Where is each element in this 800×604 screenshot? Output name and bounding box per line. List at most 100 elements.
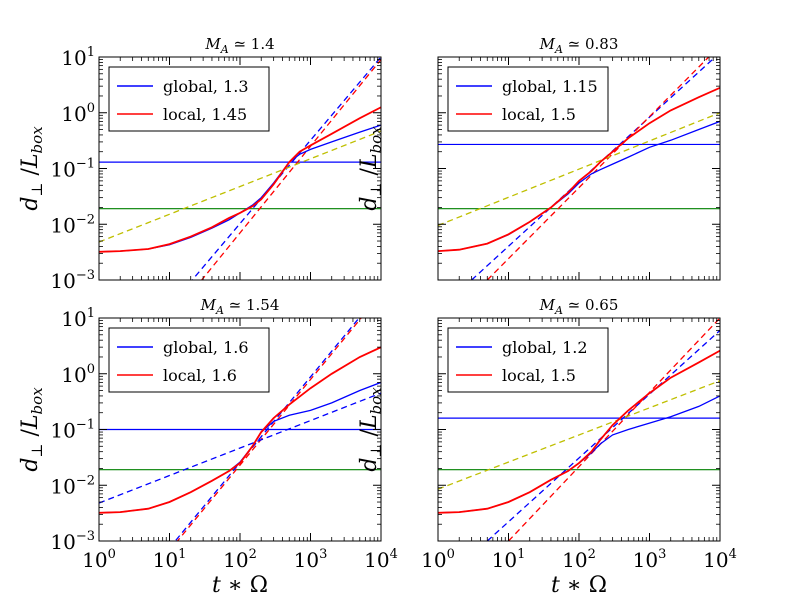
title-value: 1.54 bbox=[246, 296, 279, 314]
ylabel-var: L bbox=[357, 414, 382, 430]
y-tick-label: 101 bbox=[61, 306, 95, 331]
y-axis-label: d⊥ /Lbox bbox=[18, 387, 46, 472]
tick-exponent: 2 bbox=[588, 547, 596, 562]
y-tick-label: 10−2 bbox=[50, 212, 95, 237]
y-axis-label: d⊥ /Lbox bbox=[18, 126, 46, 211]
tick-exponent: 0 bbox=[108, 547, 116, 562]
xlabel-t: t bbox=[551, 573, 560, 598]
tick-exponent: 1 bbox=[517, 547, 525, 562]
title-subscript: A bbox=[554, 304, 563, 317]
y-tick-label: 100 bbox=[61, 362, 95, 387]
ylabel-sub2: box bbox=[367, 126, 385, 154]
legend-label-1: local, 1.5 bbox=[502, 366, 576, 385]
legend: global, 1.3 local, 1.45 bbox=[108, 66, 270, 132]
ylabel-sep: / bbox=[18, 167, 43, 182]
ylabel-sub: ⊥ bbox=[367, 182, 385, 196]
panel-title: MA ≃ 0.83 bbox=[539, 35, 619, 56]
ylabel-var: L bbox=[18, 414, 43, 430]
series-local bbox=[99, 106, 381, 253]
tick-base: 10 bbox=[364, 548, 389, 572]
tick-base: 10 bbox=[492, 548, 517, 572]
legend-label-0: global, 1.6 bbox=[163, 338, 249, 357]
legend-box bbox=[108, 327, 270, 393]
legend-label-0: global, 1.15 bbox=[502, 77, 598, 96]
tick-base: 10 bbox=[633, 548, 658, 572]
xlabel-op: ∗ bbox=[560, 573, 589, 598]
tick-exponent: −3 bbox=[76, 268, 95, 283]
tick-base: 10 bbox=[50, 213, 75, 237]
y-tick-label: 10−3 bbox=[50, 529, 95, 554]
tick-exponent: −1 bbox=[76, 157, 95, 172]
tick-exponent: −2 bbox=[76, 212, 95, 227]
title-symbol: M bbox=[204, 35, 221, 53]
red-fit bbox=[508, 318, 720, 541]
ylabel-sep: / bbox=[18, 428, 43, 443]
y-tick-label: 10−1 bbox=[50, 418, 95, 443]
xlabel-omega: Ω bbox=[250, 573, 268, 598]
x-tick-label: 102 bbox=[562, 547, 596, 572]
y-axis-label: d⊥ /Lbox bbox=[357, 387, 385, 472]
legend-label-0: global, 1.3 bbox=[163, 77, 249, 96]
plot-content bbox=[438, 57, 720, 280]
tick-base: 10 bbox=[61, 363, 86, 387]
title-relation: ≃ bbox=[563, 296, 585, 314]
tick-exponent: 1 bbox=[87, 306, 95, 321]
tick-base: 10 bbox=[562, 548, 587, 572]
title-subscript: A bbox=[554, 43, 563, 56]
tick-exponent: −3 bbox=[76, 529, 95, 544]
tick-base: 10 bbox=[50, 158, 75, 182]
ylabel-main: d bbox=[18, 458, 43, 472]
blue-fit bbox=[174, 318, 360, 541]
legend: global, 1.15 local, 1.5 bbox=[447, 66, 609, 132]
tick-exponent: 3 bbox=[319, 547, 327, 562]
ylabel-sep: / bbox=[357, 167, 382, 182]
panel-title: MA ≃ 1.54 bbox=[200, 296, 280, 317]
tick-base: 10 bbox=[61, 46, 86, 70]
tick-base: 10 bbox=[153, 548, 178, 572]
yellow-fit bbox=[438, 380, 720, 490]
ylabel-sub: ⊥ bbox=[28, 182, 46, 196]
title-relation: ≃ bbox=[563, 35, 585, 53]
title-value: 1.4 bbox=[251, 35, 275, 53]
legend-label-0: global, 1.2 bbox=[502, 338, 588, 357]
legend: global, 1.6 local, 1.6 bbox=[108, 327, 270, 393]
title-subscript: A bbox=[220, 43, 229, 56]
xlabel-t: t bbox=[212, 573, 221, 598]
ylabel-sep: / bbox=[357, 428, 382, 443]
series-local bbox=[438, 86, 720, 252]
ylabel-main: d bbox=[357, 458, 382, 472]
tick-base: 10 bbox=[82, 548, 107, 572]
legend-label-1: local, 1.5 bbox=[502, 105, 576, 124]
red-fit bbox=[486, 57, 710, 280]
ylabel-sub2: box bbox=[367, 387, 385, 415]
title-relation: ≃ bbox=[224, 296, 246, 314]
legend-label-1: local, 1.6 bbox=[163, 366, 237, 385]
x-tick-label: 103 bbox=[633, 547, 667, 572]
x-tick-label: 100 bbox=[82, 547, 116, 572]
tick-exponent: −1 bbox=[76, 418, 95, 433]
tick-base: 10 bbox=[61, 102, 86, 126]
tick-exponent: 3 bbox=[658, 547, 666, 562]
title-value: 0.65 bbox=[585, 296, 618, 314]
red-fit bbox=[200, 59, 381, 280]
tick-exponent: 0 bbox=[87, 362, 95, 377]
plot-content bbox=[99, 57, 381, 280]
series-local bbox=[438, 349, 720, 514]
red-fit bbox=[176, 318, 363, 541]
tick-base: 10 bbox=[50, 269, 75, 293]
yellow-fit bbox=[99, 130, 381, 243]
tick-exponent: 0 bbox=[447, 547, 455, 562]
x-tick-label: 102 bbox=[223, 547, 257, 572]
legend-box bbox=[447, 66, 609, 132]
tick-base: 10 bbox=[294, 548, 319, 572]
ylabel-sub2: box bbox=[28, 387, 46, 415]
x-tick-label: 104 bbox=[364, 547, 398, 572]
plot-content bbox=[99, 318, 381, 541]
title-symbol: M bbox=[539, 296, 556, 314]
series-local bbox=[99, 346, 381, 514]
tick-exponent: 0 bbox=[87, 101, 95, 116]
ylabel-sub2: box bbox=[28, 126, 46, 154]
